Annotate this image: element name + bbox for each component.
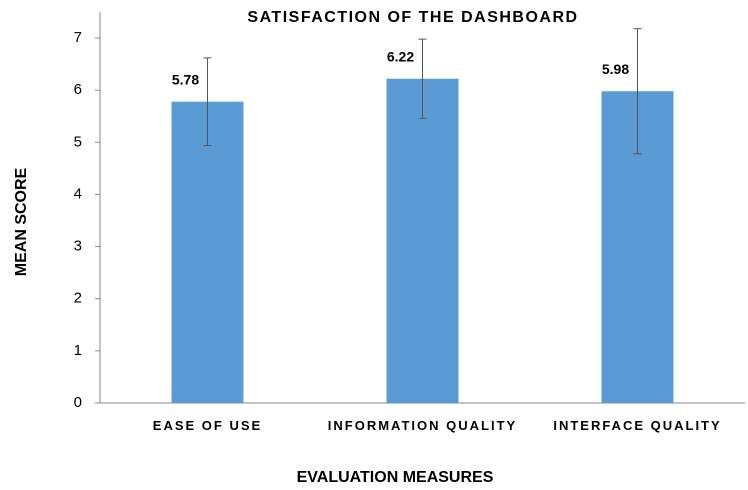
y-tick-label: 6 [74, 81, 82, 98]
y-tick-label: 4 [74, 185, 82, 202]
x-tick-label: EASE OF USE [152, 418, 263, 433]
y-tick-label: 0 [74, 394, 82, 411]
y-tick-label: 1 [74, 342, 82, 359]
x-tick-label: INTERFACE QUALITY [553, 418, 722, 433]
y-tick-label: 5 [74, 133, 82, 150]
y-tick-label: 2 [74, 290, 82, 307]
bar [386, 78, 459, 404]
chart-title: SATISFACTION OF THE DASHBOARD [247, 9, 578, 26]
data-label: 6.22 [387, 48, 414, 64]
y-axis-label: MEAN SCORE [13, 167, 30, 276]
y-tick-label: 3 [74, 238, 82, 255]
data-label: 5.78 [172, 71, 199, 87]
x-tick-label: INFORMATION QUALITY [327, 418, 518, 433]
data-label: 5.98 [602, 61, 629, 77]
x-axis-label: EVALUATION MEASURES [297, 469, 494, 486]
y-tick-label: 7 [74, 29, 82, 46]
bar [171, 101, 244, 403]
